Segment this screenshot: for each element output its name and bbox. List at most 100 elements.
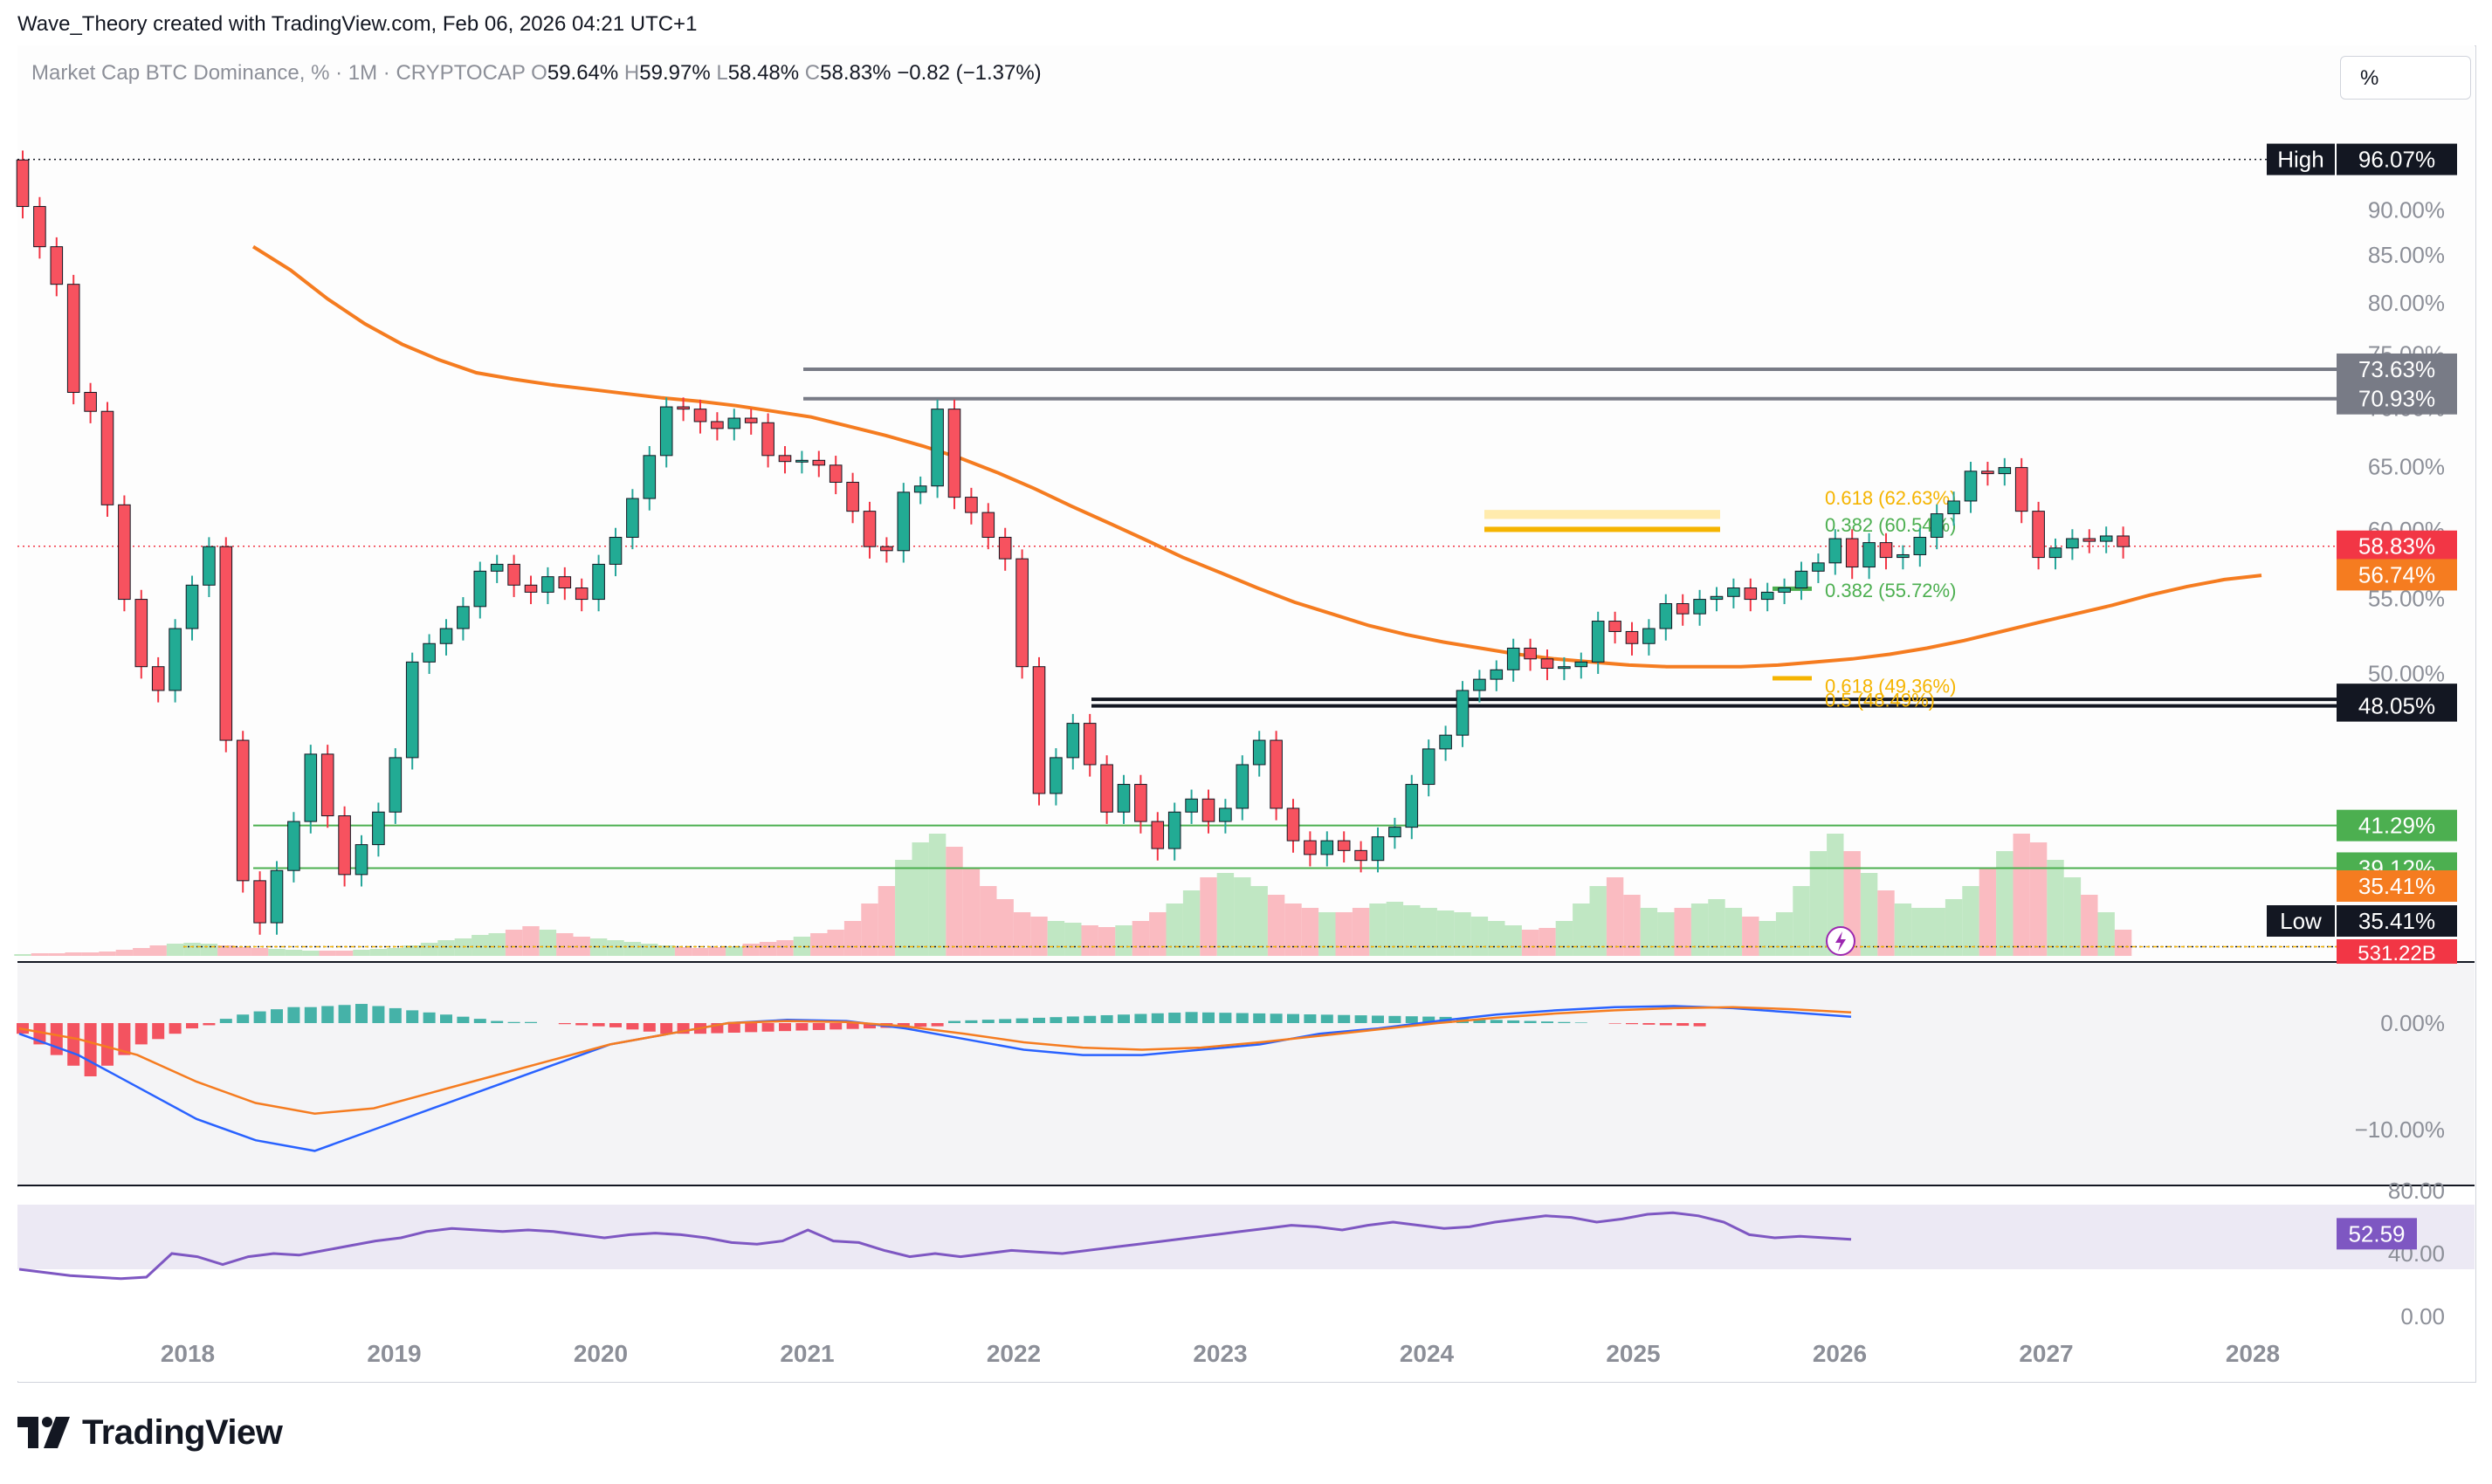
replay-bolt-icon-glyph: [1835, 931, 1846, 952]
volume-label: 531.22B: [2358, 942, 2435, 965]
fib-zone: [1484, 526, 1720, 532]
candle-body: [1998, 467, 2012, 475]
rsi-band: [17, 1205, 2475, 1269]
fib-zone: [1484, 510, 1720, 519]
candle-body: [1845, 538, 1859, 568]
candle-body: [1625, 630, 1639, 644]
candle-body: [100, 410, 114, 505]
price-label: High 96.07%: [2267, 143, 2457, 175]
volume-bar: [793, 937, 811, 956]
macd-hist-bar: [372, 1006, 385, 1023]
candle-body: [643, 455, 657, 499]
candle-body: [761, 422, 774, 457]
volume-bar: [810, 933, 828, 956]
chart-author-caption: Wave_Theory created with TradingView.com…: [17, 12, 698, 36]
candle-body: [1304, 840, 1317, 855]
volume-bar: [1504, 925, 1522, 956]
tradingview-logo-icon: [17, 1417, 70, 1448]
signal-line: [18, 1006, 1852, 1115]
candle-body: [1794, 570, 1808, 589]
legend-change: −0.82 (−1.37%): [897, 61, 1042, 85]
candle-body: [965, 497, 978, 513]
candle-body: [1167, 811, 1181, 849]
candle-body: [1270, 739, 1283, 809]
candle-body: [1117, 784, 1131, 813]
price-label-value: 58.83%: [2358, 533, 2435, 560]
macd-hist-bar: [186, 1023, 198, 1029]
volume-bar: [1335, 912, 1353, 956]
macd-hist-bar: [864, 1023, 876, 1029]
volume-bar: [1809, 851, 1828, 956]
candle-body: [1540, 658, 1554, 669]
candle-body: [169, 628, 182, 691]
macd-hist-bar: [779, 1023, 791, 1032]
price-label-value: 48.05%: [2358, 693, 2435, 719]
candle-body: [1032, 666, 1046, 794]
macd-hist-bar: [1287, 1013, 1299, 1023]
candle-body: [981, 512, 995, 539]
macd-hist-bar: [1320, 1014, 1333, 1023]
macd-hist-bar: [389, 1007, 402, 1023]
candle-body: [1591, 621, 1605, 663]
legend-symbol: Market Cap BTC Dominance, % · 1M · CRYPT…: [31, 61, 526, 85]
macd-hist-bar: [1066, 1016, 1079, 1023]
candle-body: [727, 417, 741, 429]
volume-bar: [285, 950, 303, 956]
macd-hist-bar: [338, 1005, 351, 1023]
candle-body: [151, 666, 165, 691]
price-label-value: 70.93%: [2358, 386, 2435, 412]
volume-bar: [1775, 912, 1793, 956]
macd-hist-bar: [1084, 1015, 1097, 1023]
candle-body: [609, 537, 623, 565]
legend-high: 59.97%: [639, 61, 711, 85]
macd-hist-bar: [1354, 1015, 1367, 1023]
candle-body: [1320, 840, 1334, 855]
macd-hist-bar: [355, 1004, 368, 1023]
candle-body: [1388, 827, 1401, 838]
macd-hist-bar: [1372, 1015, 1384, 1023]
candle-body: [1828, 538, 1842, 564]
candle-body: [1558, 666, 1571, 670]
macd-hist-bar: [999, 1019, 1012, 1023]
volume-bar: [708, 947, 726, 956]
volume-bar: [65, 952, 82, 956]
candle-body: [1252, 739, 1266, 766]
candle-body: [659, 406, 673, 457]
candle-body: [84, 391, 97, 412]
macd-hist-bar: [84, 1023, 97, 1076]
volume-bar: [607, 940, 624, 956]
macd-hist-bar: [965, 1020, 978, 1023]
macd-hist-bar: [423, 1012, 436, 1023]
volume-bar: [742, 944, 760, 956]
brand-logo[interactable]: TradingView: [17, 1411, 283, 1454]
macd-hist-bar: [761, 1023, 774, 1032]
volume-bar: [234, 947, 251, 956]
candle-body: [1608, 621, 1621, 632]
volume-bar: [1318, 912, 1336, 956]
macd-hist-bar: [1388, 1015, 1401, 1023]
volume-bar: [200, 944, 218, 956]
volume-bar: [99, 952, 116, 956]
volume-bar: [1436, 910, 1455, 956]
macd-hist-bar: [457, 1016, 470, 1023]
volume-bar: [2097, 912, 2115, 956]
candle-body: [507, 563, 520, 586]
unit-selector[interactable]: %: [2340, 56, 2471, 100]
price-label-bg: [2337, 559, 2457, 591]
candle-body: [1930, 513, 1944, 539]
candle-body: [998, 537, 1012, 560]
volume-bar: [1860, 873, 1878, 956]
candle-body: [1066, 723, 1080, 759]
macd-pane-bg: [17, 963, 2475, 1185]
volume-bar: [115, 950, 134, 956]
volume-bar: [946, 847, 963, 956]
x-tick-label: 2022: [987, 1340, 1041, 1367]
macd-hist-bar: [491, 1020, 504, 1023]
macd-hist-bar: [592, 1023, 605, 1027]
candle-body: [355, 844, 368, 876]
legend-open-label: O: [531, 61, 547, 85]
candle-body: [1371, 836, 1385, 862]
volume-bar: [1657, 912, 1675, 956]
macd-hist-bar: [1659, 1023, 1672, 1026]
